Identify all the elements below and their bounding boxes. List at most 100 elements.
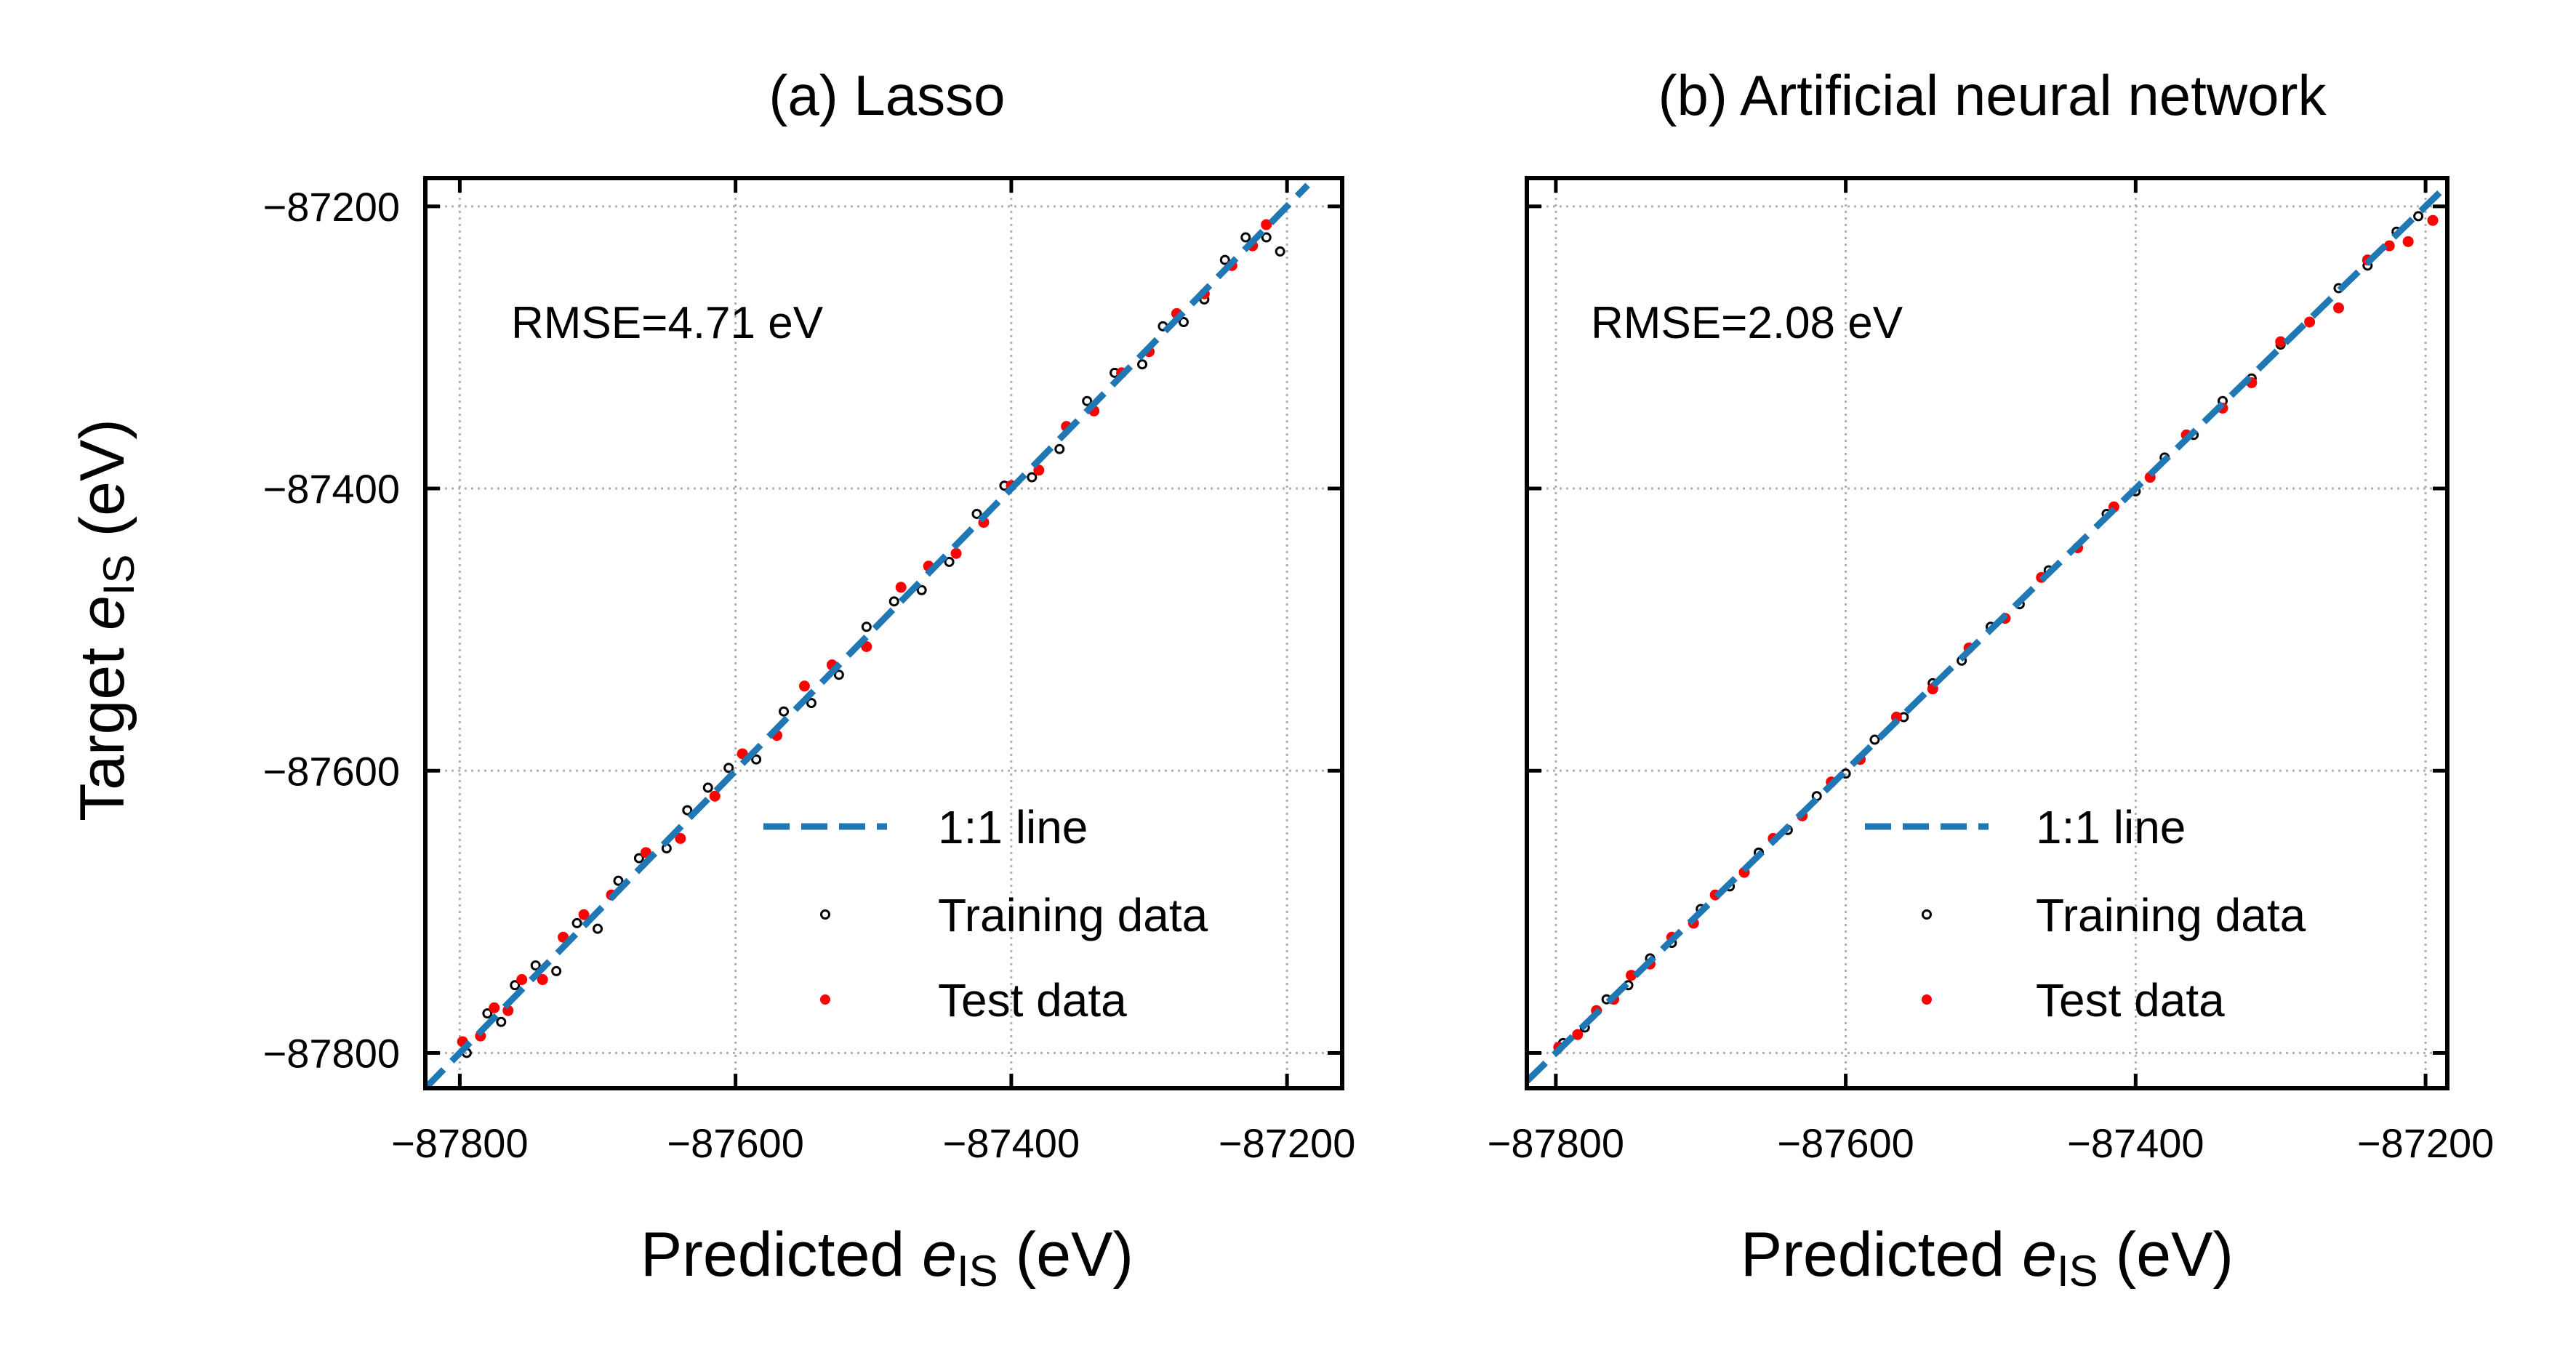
training-point [682,805,693,816]
x-axis-label-unit: (eV) [998,1220,1133,1290]
panel-lasso-title: (a) Lasso [769,63,1005,127]
test-point [1572,1029,1584,1040]
panel-ann-legend: 1:1 line Training data Test data [1865,801,2306,1026]
x-tick-label: −87800 [1488,1120,1624,1166]
legend-line-label: 1:1 line [938,801,1088,853]
training-point [861,622,872,632]
panel-ann-grid [1527,178,2447,1088]
x-tick-label: −87400 [2067,1120,2204,1166]
x-axis-label-unit: (eV) [2098,1220,2234,1290]
training-point [482,1008,493,1019]
training-point [613,875,624,886]
y-tick-label: −87600 [263,748,400,794]
y-tick-label: −87400 [263,466,400,512]
x-axis-label-symbol: e [2022,1220,2057,1290]
panel-lasso-legend: 1:1 line Training data Test data [763,801,1208,1026]
test-point [537,974,548,986]
y-axis-label-subscript: IS [95,554,143,595]
panel-ann-title: (b) Artificial neural network [1658,63,2327,127]
test-point [675,832,686,844]
y-axis-label-unit: (eV) [68,419,137,554]
training-point [1082,395,1093,406]
panel-lasso-x-axis-label: Predicted eIS (eV) [641,1220,1133,1295]
panel-ann-rmse: RMSE=2.08 eV [1591,298,1903,348]
legend-training-swatch [1922,909,1932,920]
training-point [1240,232,1251,243]
one-to-one-line [425,182,1310,1088]
legend-test-label: Test data [938,974,1127,1026]
panel-ann-series [1527,187,2446,1084]
training-point [593,923,603,934]
panel-ann-frame [1525,176,2449,1090]
panel-lasso-rmse: RMSE=4.71 eV [511,298,824,348]
training-point [1275,246,1285,257]
test-point [2402,236,2414,247]
y-tick-label: −87800 [263,1030,400,1076]
training-point [916,584,927,595]
training-point [833,670,844,680]
test-point [950,547,962,559]
test-point [2275,336,2287,347]
training-point [551,965,562,976]
x-tick-label: −87200 [2357,1120,2494,1166]
test-point [798,680,810,692]
x-axis-label-prefix: Predicted [1741,1220,2022,1290]
training-point [944,556,955,567]
one-to-one-line [1527,187,2446,1084]
training-point [971,508,982,519]
test-point [709,790,721,802]
legend-training-label: Training data [938,889,1208,941]
panel-ann: (b) Artificial neural network −87800 −876… [1488,63,2495,1166]
legend-training-swatch [820,909,830,920]
test-point [578,909,590,920]
test-point [2427,214,2439,226]
training-point [2413,211,2424,222]
training-point [1054,443,1065,454]
panel-lasso-ticks: −87800 −87600 −87400 −87200 −87800 −87600 −874… [263,178,1355,1166]
panel-lasso-series [425,182,1310,1088]
test-point [2304,316,2316,328]
x-tick-label: −87600 [667,1120,803,1166]
training-point [510,980,521,991]
test-point [516,974,528,986]
training-point [702,782,713,793]
training-point [806,698,816,709]
legend-line-label: 1:1 line [2036,801,2186,853]
legend-test-swatch [1922,994,1932,1005]
x-tick-label: −87600 [1777,1120,1914,1166]
training-point [1178,316,1189,327]
test-point [1261,219,1272,230]
test-point [2332,302,2344,314]
legend-test-label: Test data [2036,974,2225,1026]
y-axis-label-symbol: e [68,595,137,630]
panel-ann-x-axis-label: Predicted eIS (eV) [1741,1220,2234,1295]
panel-lasso-frame [423,176,1344,1090]
x-axis-label-prefix: Predicted [641,1220,922,1290]
x-axis-label-subscript: IS [957,1247,998,1295]
training-point [571,917,582,928]
test-point [502,1005,514,1016]
y-axis-label: Target eIS (eV) [68,419,143,821]
legend-training-label: Training data [2036,889,2306,941]
training-point [779,706,790,717]
training-point [751,754,762,765]
y-axis-label-prefix: Target [68,630,137,821]
training-point [723,763,734,773]
training-point [1261,232,1272,243]
x-axis-label-symbol: e [922,1220,957,1290]
x-tick-label: −87200 [1219,1120,1355,1166]
training-point [1219,254,1230,265]
x-tick-label: −87400 [943,1120,1080,1166]
x-axis-label-subscript: IS [2057,1247,2098,1295]
test-point [895,582,907,593]
x-tick-label: −87800 [391,1120,528,1166]
panel-lasso-grid [425,178,1342,1088]
training-point [496,1016,507,1027]
panel-ann-ticks: −87800 −87600 −87400 −87200 [1488,178,2494,1166]
legend-test-swatch [820,994,830,1005]
y-tick-label: −87200 [263,184,400,230]
training-point [1027,472,1038,483]
training-point [530,960,541,971]
panel-lasso: (a) Lasso −87800 −87600 −87400 −87200−87800… [263,63,1356,1166]
